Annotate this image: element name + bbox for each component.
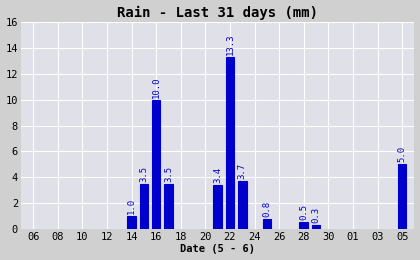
Bar <box>127 216 136 229</box>
Bar <box>139 184 148 229</box>
Text: 3.5: 3.5 <box>164 166 173 182</box>
Bar <box>398 164 407 229</box>
Text: 3.7: 3.7 <box>238 163 247 179</box>
Text: 1.0: 1.0 <box>127 198 136 214</box>
Text: 0.3: 0.3 <box>312 207 320 223</box>
Bar <box>299 223 308 229</box>
Bar <box>262 219 271 229</box>
Bar <box>312 225 320 229</box>
Bar <box>164 184 173 229</box>
Bar <box>238 181 247 229</box>
Bar <box>152 100 160 229</box>
Title: Rain - Last 31 days (mm): Rain - Last 31 days (mm) <box>117 5 318 20</box>
Text: 3.5: 3.5 <box>139 166 148 182</box>
Text: 13.3: 13.3 <box>226 34 234 55</box>
X-axis label: Date (5 - 6): Date (5 - 6) <box>180 244 255 255</box>
Bar <box>226 57 234 229</box>
Bar <box>213 185 222 229</box>
Text: 0.8: 0.8 <box>262 200 271 217</box>
Text: 3.4: 3.4 <box>213 167 222 183</box>
Text: 10.0: 10.0 <box>152 76 160 98</box>
Text: 5.0: 5.0 <box>398 146 407 162</box>
Text: 0.5: 0.5 <box>299 204 308 220</box>
